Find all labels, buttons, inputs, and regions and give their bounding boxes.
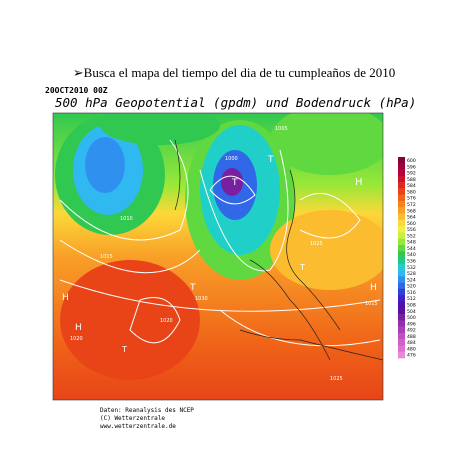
legend-label: 548 xyxy=(407,240,416,246)
legend-label: 476 xyxy=(407,353,416,359)
legend-swatch xyxy=(398,282,405,290)
legend-label: 556 xyxy=(407,227,416,233)
map-label: T xyxy=(189,283,196,293)
legend-label: 564 xyxy=(407,215,416,221)
legend-swatch xyxy=(398,263,405,271)
footer-line: www.wetterzentrale.de xyxy=(100,423,176,430)
legend-label: 492 xyxy=(407,328,416,334)
slide-title-text: Busca el mapa del tiempo del dia de tu c… xyxy=(84,65,396,80)
legend-swatch xyxy=(398,188,405,195)
legend-swatch xyxy=(398,226,405,233)
legend-swatch xyxy=(398,194,405,202)
footer-line: Daten: Reanalysis des NCEP xyxy=(100,407,194,414)
legend-swatch xyxy=(398,276,405,283)
legend-label: 532 xyxy=(407,265,416,271)
weather-map: H H H H T T T T T 1000 1005 1010 1015 1020 1025 1030 101… xyxy=(53,113,383,400)
legend-label: 552 xyxy=(407,233,416,239)
legend-swatch xyxy=(398,301,405,309)
legend-swatch xyxy=(398,200,405,208)
map-label: 1030 xyxy=(195,296,208,302)
map-label: H xyxy=(75,323,82,333)
map-label: 1025 xyxy=(310,241,323,247)
legend-swatch xyxy=(398,232,405,239)
legend-swatch xyxy=(398,169,405,177)
legend-label: 600 xyxy=(407,158,416,164)
footer-line: (C) Wetterzentrale xyxy=(100,415,165,422)
legend-swatch xyxy=(398,175,405,183)
legend-swatch xyxy=(398,326,405,334)
legend-label: 520 xyxy=(407,284,416,290)
legend-label: 572 xyxy=(407,202,416,208)
slide-title: ➢Busca el mapa del tiempo del dia de tu … xyxy=(73,65,395,80)
legend-swatch xyxy=(398,213,405,221)
legend-swatch xyxy=(398,182,405,189)
legend-label: 580 xyxy=(407,189,416,195)
map-label: T xyxy=(121,345,127,354)
legend-label: 524 xyxy=(407,277,416,283)
legend-swatch xyxy=(398,257,405,265)
legend-swatch xyxy=(398,219,405,227)
map-timestamp: 20OCT2010 00Z xyxy=(45,86,108,95)
map-label: 1020 xyxy=(160,318,173,324)
legend-label: 480 xyxy=(407,346,416,352)
map-label: 1025 xyxy=(330,376,343,382)
legend-label: 576 xyxy=(407,196,416,202)
map-label: 1015 xyxy=(100,254,113,260)
map-label: H xyxy=(62,293,69,303)
legend-label: 568 xyxy=(407,208,416,214)
legend-label: 592 xyxy=(407,171,416,177)
legend-swatch xyxy=(398,295,405,302)
legend-swatch xyxy=(398,157,405,164)
map-label: 1015 xyxy=(365,301,378,307)
legend-swatch xyxy=(398,207,405,214)
map-label: 1000 xyxy=(225,156,238,162)
map-label: T xyxy=(299,263,305,272)
legend-label: 536 xyxy=(407,259,416,265)
legend-swatch xyxy=(398,244,405,252)
legend-swatch xyxy=(398,314,405,321)
legend-label: 584 xyxy=(407,183,416,189)
legend-label: 512 xyxy=(407,296,416,302)
legend-label: 540 xyxy=(407,252,416,258)
legend-label: 516 xyxy=(407,290,416,296)
map-label: 1005 xyxy=(275,126,288,132)
legend-label: 488 xyxy=(407,334,416,340)
legend-swatch xyxy=(398,345,405,353)
legend-swatch xyxy=(398,238,405,246)
legend-label: 544 xyxy=(407,246,416,252)
legend-swatch xyxy=(398,270,405,277)
map-label: H xyxy=(355,177,363,188)
legend-swatch xyxy=(398,163,405,170)
map-label: T xyxy=(231,178,238,188)
legend-swatch xyxy=(398,251,405,258)
map-label: H xyxy=(370,283,377,293)
legend-swatch xyxy=(398,332,405,340)
legend-swatch xyxy=(398,339,405,346)
legend-label: 496 xyxy=(407,321,416,327)
map-label: T xyxy=(267,155,274,165)
legend-label: 596 xyxy=(407,164,416,170)
legend-label: 588 xyxy=(407,177,416,183)
legend-swatch xyxy=(398,307,405,315)
legend-label: 508 xyxy=(407,302,416,308)
legend-swatch xyxy=(398,320,405,327)
legend-swatch xyxy=(398,288,405,296)
map-label: 1010 xyxy=(120,216,133,222)
map-heading: 500 hPa Geopotential (gpdm) und Bodendru… xyxy=(55,95,416,110)
legend-label: 560 xyxy=(407,221,416,227)
legend-label: 484 xyxy=(407,340,416,346)
legend-label: 500 xyxy=(407,315,416,321)
map-label: 1020 xyxy=(70,336,83,342)
legend-label: 528 xyxy=(407,271,416,277)
legend-swatch xyxy=(398,351,405,359)
legend-label: 504 xyxy=(407,309,416,315)
